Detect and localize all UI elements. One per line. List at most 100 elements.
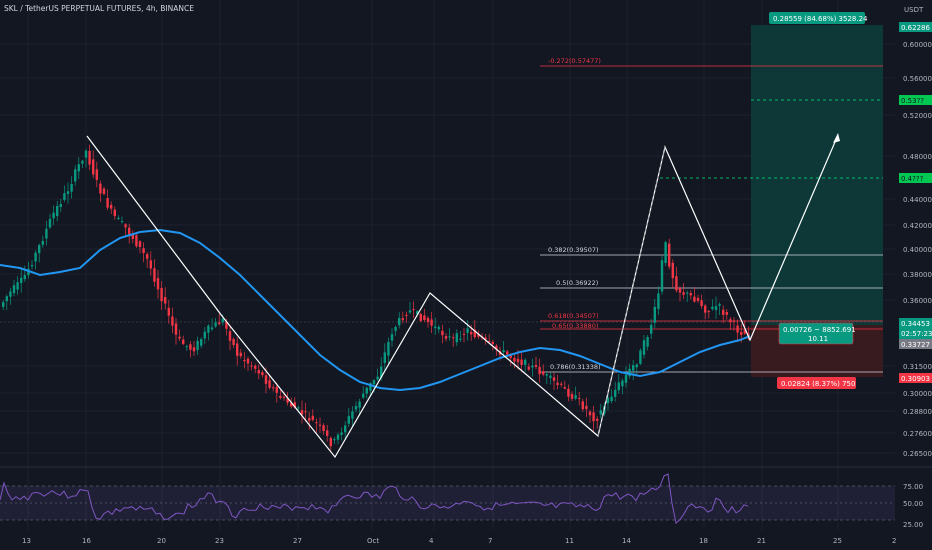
candle-body: [452, 337, 455, 339]
candle-body: [509, 355, 512, 358]
candle-body: [329, 437, 332, 447]
candle-body: [567, 388, 570, 397]
candle-body: [358, 401, 361, 408]
current-price-text: 0.34453: [901, 320, 930, 328]
candle-body: [203, 331, 206, 339]
candle-body: [632, 365, 635, 371]
candle-body: [45, 228, 48, 239]
candle-body: [131, 233, 134, 239]
candle-body: [174, 323, 178, 335]
candle-body: [722, 309, 725, 315]
candle-body: [462, 333, 466, 335]
target-label-box[interactable]: [769, 12, 865, 24]
candle-body: [732, 320, 736, 322]
candle-body: [642, 340, 646, 355]
candle-body: [200, 339, 203, 346]
position-center-box[interactable]: [778, 322, 854, 345]
time-label: 11: [565, 537, 574, 545]
candle-body: [556, 382, 559, 386]
candle-body: [664, 242, 667, 264]
candle-body: [538, 366, 541, 375]
candle-body: [297, 407, 300, 409]
candle-body: [326, 430, 329, 436]
stop-level-tag[interactable]: [899, 339, 932, 349]
time-axis[interactable]: 13 16 20 23 27 Oct 4 7 11 14 18 21 25 2: [22, 537, 896, 545]
candle-body: [599, 410, 602, 415]
green-level-tag-a[interactable]: [899, 95, 932, 105]
candle-body: [686, 292, 689, 294]
candle-body: [430, 319, 433, 326]
candle-body: [243, 359, 246, 362]
candle-body: [714, 306, 718, 311]
candle-body: [466, 328, 469, 333]
candle-body: [678, 287, 682, 293]
zigzag-pattern[interactable]: [86, 134, 839, 459]
candle-body: [106, 198, 109, 208]
candle-body: [520, 359, 523, 365]
candle-body: [347, 416, 350, 424]
profit-zone[interactable]: [751, 25, 883, 325]
price-tick: 0.44000: [903, 196, 932, 204]
candle-body: [236, 343, 239, 356]
candle-body: [2, 302, 5, 307]
price-axis[interactable]: USDT 0.60000 0.56000 0.52000 0.48000 0.4…: [903, 6, 932, 458]
current-price-tag[interactable]: [899, 318, 932, 339]
position-center-line1: 0.00726 ~ 8852.691: [783, 326, 856, 334]
bottom-stop-tag[interactable]: [899, 373, 932, 383]
candle-body: [563, 387, 566, 389]
candle-body: [34, 252, 37, 262]
candle-body: [192, 347, 196, 352]
price-tick: 0.40000: [903, 246, 932, 254]
candle-body: [138, 241, 142, 248]
fib-0382-label: 0.382(0.39507): [548, 246, 599, 254]
candle-body: [736, 325, 739, 333]
price-tick: 0.36000: [903, 297, 932, 305]
time-label: 23: [215, 537, 224, 545]
candle-body: [570, 394, 574, 399]
candle-body: [372, 380, 376, 385]
time-label: 25: [833, 537, 842, 545]
candle-body: [225, 321, 228, 329]
fib-levels[interactable]: [0, 65, 883, 373]
candle-body: [81, 160, 84, 164]
price-tick: 0.60000: [903, 41, 932, 49]
candle-body: [340, 432, 343, 435]
candle-body: [495, 345, 498, 350]
candle-body: [250, 365, 253, 367]
candle-body: [293, 402, 296, 408]
candle-body: [77, 164, 80, 172]
candle-body: [304, 411, 307, 413]
candle-body: [689, 293, 692, 296]
candle-body: [189, 344, 192, 350]
candle-body: [606, 397, 610, 404]
candle-body: [66, 191, 70, 194]
time-label: Oct: [367, 537, 379, 545]
candle-body: [290, 403, 293, 407]
target-label: 0.28559 (84.68%) 3528.24: [773, 15, 868, 23]
chart-title[interactable]: SKL / TetherUS PERPETUAL FUTURES, 4h, BI…: [4, 4, 194, 13]
moving-average-line: [0, 228, 751, 392]
candle-body: [120, 221, 124, 223]
candle-body: [239, 352, 242, 357]
candle-body: [156, 278, 160, 290]
candle-body: [171, 316, 174, 326]
candle-body: [149, 260, 152, 269]
candle-body: [484, 337, 487, 340]
candle-body: [99, 183, 102, 194]
time-label: 18: [699, 537, 708, 545]
rsi-tick-25: 25.00: [903, 521, 923, 529]
position-center-line2: 10.11: [808, 335, 828, 343]
candle-body: [369, 383, 372, 391]
candle-body: [286, 398, 289, 403]
candle-body: [275, 386, 278, 393]
green-level-tag-b[interactable]: [899, 173, 932, 183]
green-level-tag-b-text: 0.4???: [901, 175, 924, 183]
top-target-tag[interactable]: [899, 22, 932, 32]
candle-body: [117, 217, 120, 219]
price-tick: 0.31500: [903, 363, 932, 371]
candle-body: [30, 265, 34, 267]
candle-body: [70, 183, 73, 192]
stop-label-box[interactable]: [777, 377, 856, 389]
